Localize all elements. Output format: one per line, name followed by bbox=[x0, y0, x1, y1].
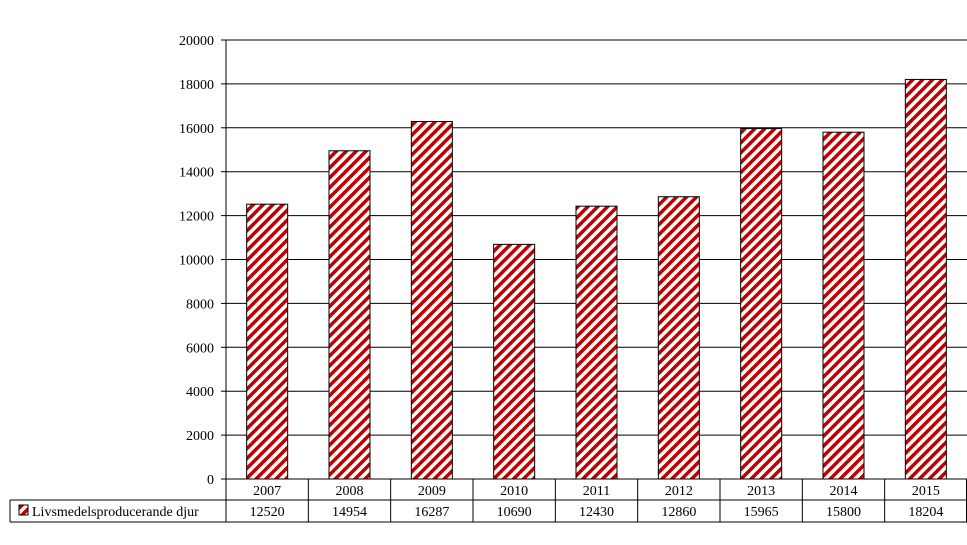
bar bbox=[493, 243, 536, 480]
bar bbox=[657, 196, 700, 480]
x-category-label: 2011 bbox=[583, 484, 610, 499]
x-category-label: 2015 bbox=[912, 484, 940, 499]
y-tick-label: 12000 bbox=[179, 210, 214, 225]
y-tick-label: 2000 bbox=[186, 429, 214, 444]
axes bbox=[225, 40, 967, 480]
bar bbox=[904, 78, 947, 480]
y-tick-label: 10000 bbox=[179, 254, 214, 269]
y-tick-label: 4000 bbox=[186, 385, 214, 400]
x-category-label: 2012 bbox=[665, 484, 693, 499]
y-tick-label: 14000 bbox=[179, 166, 214, 181]
data-value-label: 15965 bbox=[744, 505, 779, 520]
bar bbox=[328, 150, 371, 480]
bars bbox=[246, 78, 947, 480]
legend-swatch bbox=[18, 504, 29, 516]
data-value-label: 12520 bbox=[250, 505, 285, 520]
bar bbox=[740, 128, 783, 480]
data-value-label: 18204 bbox=[908, 505, 943, 520]
data-value-label: 14954 bbox=[332, 505, 367, 520]
bar bbox=[410, 121, 453, 480]
bar bbox=[246, 203, 289, 480]
data-table: 2007 12520 2008 14954 2009 16287 2010 10690 2011… bbox=[9, 479, 967, 523]
y-tick-label: 0 bbox=[207, 473, 214, 488]
y-tick-label: 20000 bbox=[179, 34, 214, 49]
x-category-label: 2010 bbox=[500, 484, 528, 499]
x-category-label: 2007 bbox=[253, 484, 281, 499]
data-value-label: 12860 bbox=[661, 505, 696, 520]
y-tick-label: 6000 bbox=[186, 341, 214, 356]
x-category-label: 2013 bbox=[747, 484, 775, 499]
data-value-label: 12430 bbox=[579, 505, 614, 520]
x-category-label: 2014 bbox=[830, 484, 858, 499]
x-category-label: 2008 bbox=[336, 484, 364, 499]
bar bbox=[575, 205, 618, 480]
bar bbox=[822, 131, 865, 480]
legend-series-name: Livsmedelsproducerande djur bbox=[32, 505, 199, 520]
y-axis-ticks: 0 2000 4000 6000 8000 10000 12000 14000 16000 180… bbox=[179, 34, 226, 488]
y-tick-label: 16000 bbox=[179, 122, 214, 137]
data-value-label: 16287 bbox=[414, 505, 449, 520]
data-value-label: 15800 bbox=[826, 505, 861, 520]
y-tick-label: 8000 bbox=[186, 297, 214, 312]
data-value-label: 10690 bbox=[497, 505, 532, 520]
y-tick-label: 18000 bbox=[179, 78, 214, 93]
x-category-label: 2009 bbox=[418, 484, 446, 499]
